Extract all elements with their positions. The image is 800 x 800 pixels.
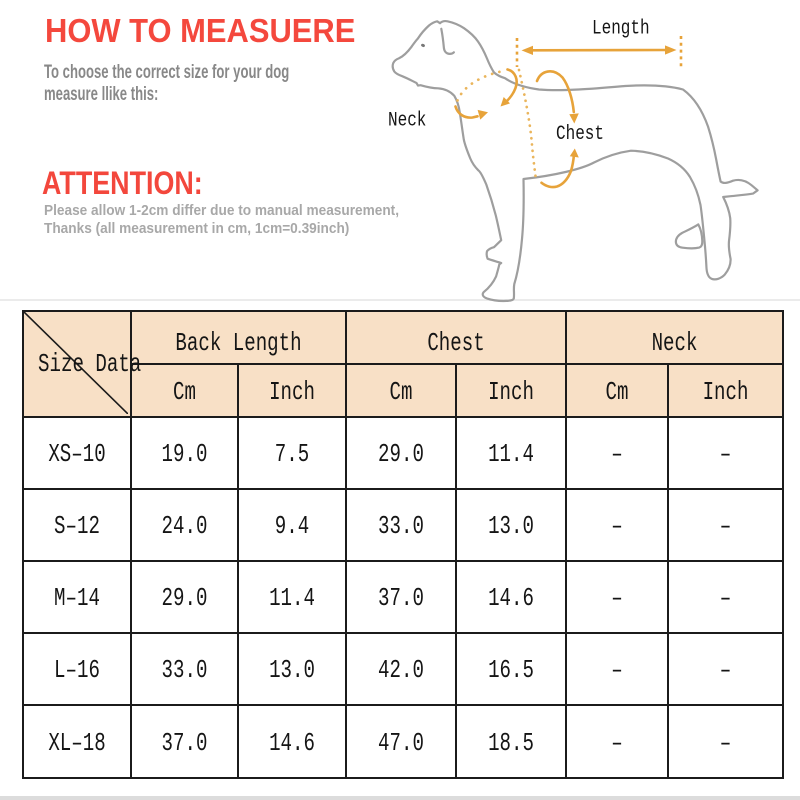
svg-text:Neck: Neck xyxy=(388,110,426,132)
svg-text:Length: Length xyxy=(592,18,650,40)
svg-text:Chest: Chest xyxy=(556,124,604,146)
